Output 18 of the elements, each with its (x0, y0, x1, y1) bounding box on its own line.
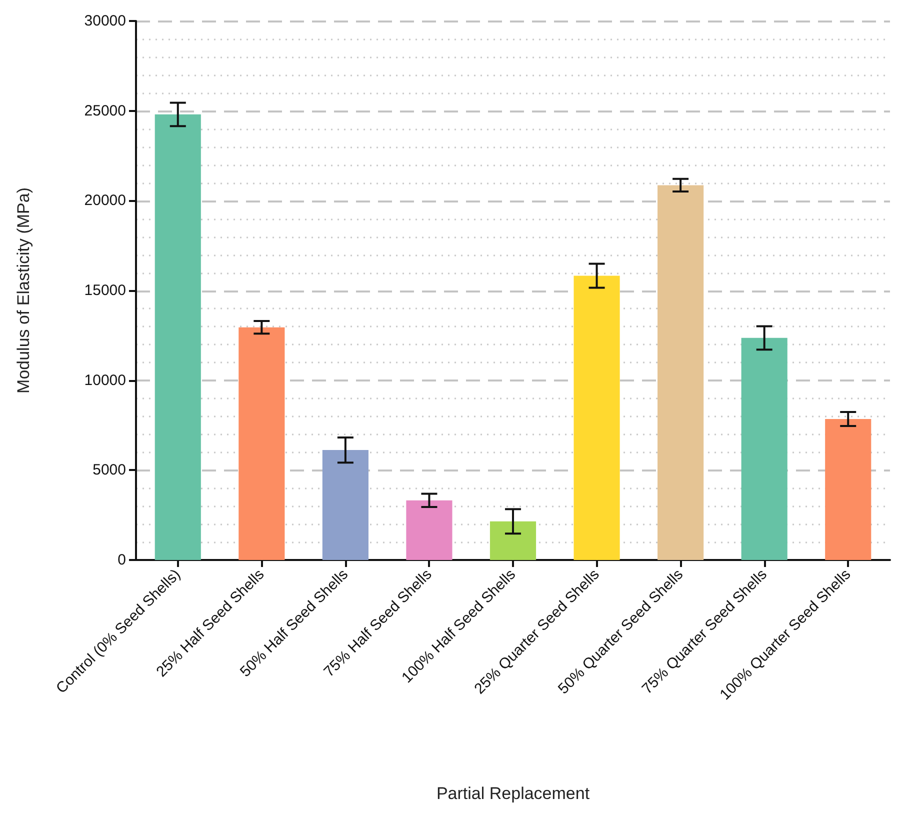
y-axis-title: Modulus of Elasticity (MPa) (14, 188, 33, 394)
y-tick-label: 0 (118, 552, 126, 568)
y-tick-label: 5000 (92, 462, 126, 479)
bar (154, 114, 201, 560)
bar (741, 338, 788, 560)
y-tick-label: 25000 (84, 102, 126, 120)
bar (322, 450, 368, 560)
y-tick-label: 20000 (84, 192, 126, 210)
x-axis-title: Partial Replacement (436, 784, 590, 803)
y-tick-label: 30000 (84, 12, 126, 30)
y-tick-label: 15000 (84, 282, 126, 299)
bar (825, 418, 872, 560)
bar (574, 276, 620, 560)
y-tick-label: 10000 (84, 372, 126, 389)
bar (238, 327, 285, 560)
bar (490, 521, 536, 560)
bar (658, 185, 704, 560)
bar (406, 500, 452, 560)
